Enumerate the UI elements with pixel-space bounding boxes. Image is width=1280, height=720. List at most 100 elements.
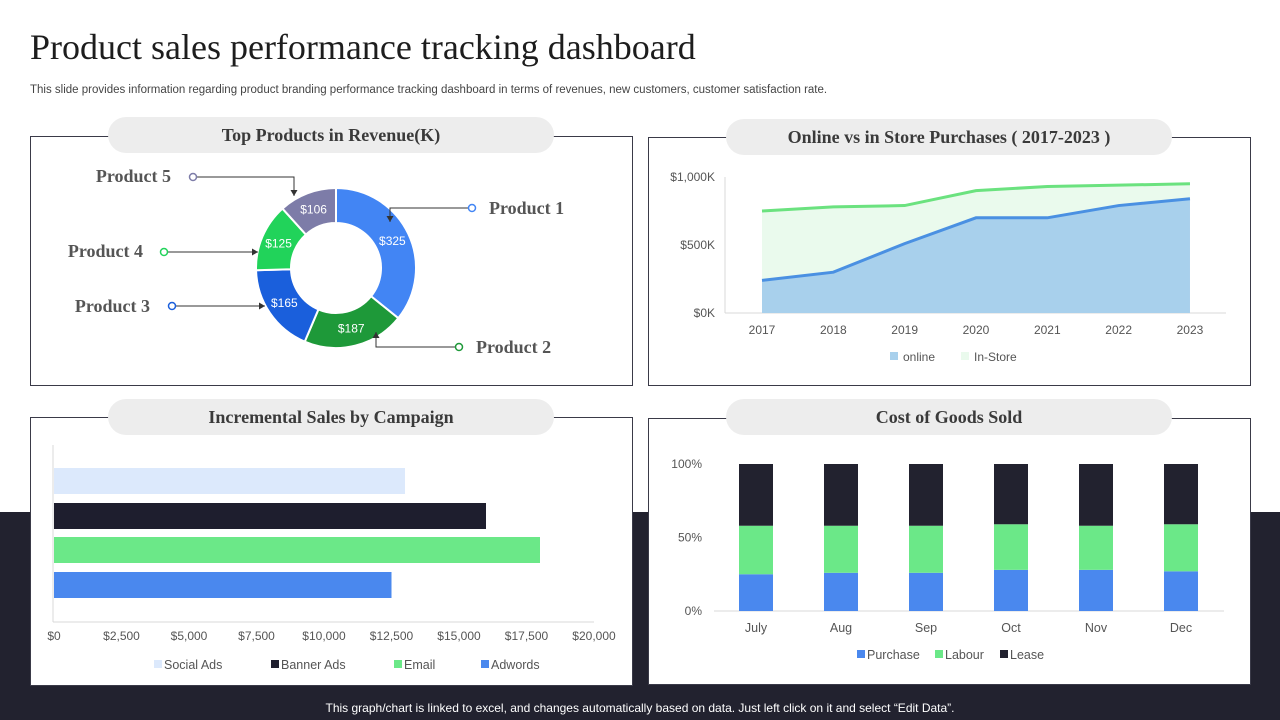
- bar-segment-purchase: [909, 572, 943, 611]
- legend-label: Labour: [945, 648, 984, 662]
- legend-swatch: [961, 352, 969, 360]
- legend-label: Lease: [1010, 648, 1044, 662]
- x-tick-label: Sep: [915, 621, 937, 635]
- bar-segment-lease: [739, 464, 773, 526]
- leader-arrow: [259, 302, 265, 310]
- top-products-title: Top Products in Revenue(K): [108, 117, 554, 153]
- legend-label: Banner Ads: [281, 658, 346, 672]
- legend-label: Social Ads: [164, 658, 222, 672]
- x-tick-label: 2021: [1034, 323, 1061, 337]
- legend-swatch: [271, 660, 279, 668]
- y-tick-label: 0%: [685, 604, 703, 618]
- area-fill-online: [762, 198, 1190, 313]
- y-tick-label: $1,000K: [670, 170, 715, 184]
- legend-swatch: [394, 660, 402, 668]
- x-tick-label: $10,000: [302, 629, 346, 643]
- legend-swatch: [154, 660, 162, 668]
- bar-segment-purchase: [994, 569, 1028, 611]
- x-tick-label: $7,500: [238, 629, 275, 643]
- bar-banner-ads: [54, 503, 486, 529]
- product-name-label: Product 4: [68, 241, 143, 261]
- legend-label: Purchase: [867, 648, 920, 662]
- donut-value-label: $125: [265, 236, 292, 250]
- y-tick-label: $0K: [694, 306, 715, 320]
- incremental-sales-title: Incremental Sales by Campaign: [108, 399, 554, 435]
- legend-label: Adwords: [491, 658, 540, 672]
- leader-line: [193, 176, 295, 196]
- y-tick-label: $500K: [680, 238, 715, 252]
- x-tick-label: $12,500: [370, 629, 414, 643]
- bar-segment-lease: [994, 464, 1028, 525]
- bar-segment-labour: [909, 525, 943, 573]
- y-tick-label: 100%: [671, 457, 702, 471]
- bar-segment-purchase: [739, 574, 773, 611]
- x-tick-label: Oct: [1001, 621, 1021, 635]
- legend-label: In-Store: [974, 350, 1017, 364]
- bar-segment-lease: [1164, 464, 1198, 525]
- footer-note: This graph/chart is linked to excel, and…: [325, 701, 955, 715]
- page-title: Product sales performance tracking dashb…: [30, 27, 696, 67]
- x-tick-label: $17,500: [505, 629, 549, 643]
- bar-segment-purchase: [1079, 569, 1113, 611]
- bar-segment-labour: [824, 525, 858, 573]
- bar-segment-labour: [739, 525, 773, 575]
- x-tick-label: 2017: [749, 323, 776, 337]
- legend-swatch: [857, 650, 865, 658]
- x-tick-label: 2022: [1105, 323, 1132, 337]
- donut-value-label: $165: [271, 296, 298, 310]
- online-vs-store-title: Online vs in Store Purchases ( 2017-2023…: [726, 119, 1172, 155]
- leader-dot: [467, 203, 477, 213]
- leader-arrow: [372, 332, 380, 338]
- x-tick-label: Nov: [1085, 621, 1108, 635]
- bar-segment-labour: [994, 524, 1028, 570]
- cost-of-goods-title: Cost of Goods Sold: [726, 399, 1172, 435]
- bar-email: [54, 537, 540, 563]
- x-tick-label: $20,000: [572, 629, 616, 643]
- bar-segment-purchase: [824, 572, 858, 611]
- x-tick-label: Dec: [1170, 621, 1192, 635]
- leader-dot: [159, 247, 169, 257]
- x-tick-label: $0: [47, 629, 61, 643]
- legend-swatch: [1000, 650, 1008, 658]
- bar-segment-lease: [824, 464, 858, 526]
- x-tick-label: 2020: [963, 323, 990, 337]
- legend-swatch: [481, 660, 489, 668]
- x-tick-label: 2018: [820, 323, 847, 337]
- x-tick-label: $5,000: [171, 629, 208, 643]
- x-tick-label: 2023: [1177, 323, 1204, 337]
- bar-segment-lease: [1079, 464, 1113, 526]
- leader-arrow: [290, 190, 298, 196]
- x-tick-label: 2019: [891, 323, 918, 337]
- donut-value-label: $187: [338, 322, 365, 336]
- bar-segment-labour: [1164, 524, 1198, 572]
- x-tick-label: Aug: [830, 621, 852, 635]
- legend-swatch: [935, 650, 943, 658]
- bar-segment-lease: [909, 464, 943, 526]
- leader-arrow: [252, 248, 258, 256]
- leader-dot: [188, 172, 198, 182]
- product-name-label: Product 3: [75, 296, 150, 316]
- x-tick-label: $2,500: [103, 629, 140, 643]
- donut-value-label: $325: [379, 234, 406, 248]
- product-name-label: Product 1: [489, 198, 564, 218]
- product-name-label: Product 2: [476, 337, 551, 357]
- leader-dot: [167, 301, 177, 311]
- x-tick-label: July: [745, 621, 768, 635]
- series-line-in-store: [761, 182, 1191, 213]
- leader-arrow: [386, 216, 394, 222]
- product-name-label: Product 5: [96, 166, 171, 186]
- donut-slice-1: [335, 186, 417, 320]
- page-subtitle: This slide provides information regardin…: [30, 84, 828, 96]
- bar-segment-labour: [1079, 525, 1113, 570]
- bar-social-ads: [54, 468, 405, 494]
- series-line-online: [761, 197, 1191, 282]
- donut-value-label: $106: [300, 203, 327, 217]
- donut-slice-5: [281, 186, 337, 236]
- leader-dot: [454, 342, 464, 352]
- legend-label: online: [903, 350, 935, 364]
- y-tick-label: 50%: [678, 531, 702, 545]
